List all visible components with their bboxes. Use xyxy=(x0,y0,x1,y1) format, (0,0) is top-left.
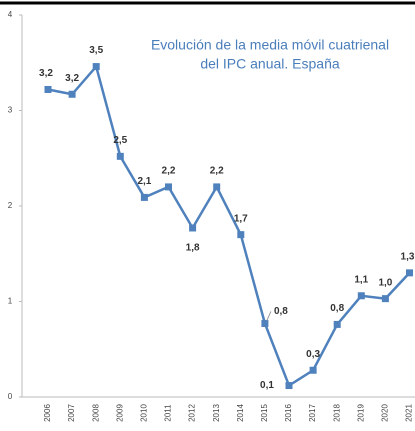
x-tick-label: 2007 xyxy=(67,404,76,422)
x-tick-label: 2009 xyxy=(115,404,124,422)
y-tick-label: 0 xyxy=(8,392,13,401)
marker xyxy=(189,224,197,232)
data-label: 2,1 xyxy=(137,176,151,187)
data-label: 0,1 xyxy=(260,380,274,391)
marker xyxy=(285,382,293,390)
x-tick-label: 2014 xyxy=(236,404,245,422)
y-tick-label: 4 xyxy=(8,10,13,19)
x-tick-label: 2013 xyxy=(212,404,221,422)
x-tick-label: 2018 xyxy=(332,404,341,422)
x-tick-label: 2012 xyxy=(188,404,197,422)
data-label: 1,3 xyxy=(401,251,415,262)
data-label: 2,2 xyxy=(162,166,176,177)
chart-title: Evolución de la media móvil cuatrienal xyxy=(151,37,389,53)
data-label: 3,2 xyxy=(65,73,79,84)
marker xyxy=(381,295,389,303)
series-line xyxy=(47,63,411,388)
x-tick-label: 2008 xyxy=(91,404,100,422)
data-label: 1,1 xyxy=(354,274,368,285)
marker xyxy=(406,269,413,277)
y-tick-label: 3 xyxy=(8,106,13,115)
marker xyxy=(165,183,172,191)
marker xyxy=(261,319,269,327)
data-label: 1,0 xyxy=(378,277,392,288)
data-label: 3,2 xyxy=(39,68,53,79)
x-tick-label: 2006 xyxy=(43,404,52,422)
x-tick-label: 2011 xyxy=(164,404,173,422)
x-tick-label: 2021 xyxy=(405,404,414,422)
x-tick-label: 2010 xyxy=(140,404,149,422)
chart-title: del IPC anual. España xyxy=(200,56,340,72)
marker xyxy=(140,193,148,201)
x-tick-label: 2015 xyxy=(260,404,269,422)
leader-line xyxy=(266,311,272,321)
marker xyxy=(116,152,124,160)
y-tick-label: 2 xyxy=(8,201,13,210)
data-label: 0,8 xyxy=(330,303,344,314)
data-label: 2,5 xyxy=(113,135,127,146)
marker xyxy=(309,366,317,374)
marker xyxy=(333,320,341,328)
marker xyxy=(44,85,52,93)
marker xyxy=(213,183,221,191)
marker xyxy=(92,63,100,71)
x-tick-label: 2020 xyxy=(381,404,390,422)
marker xyxy=(357,292,365,300)
y-tick-label: 1 xyxy=(8,297,13,306)
data-label: 3,5 xyxy=(89,45,103,56)
data-label: 2,2 xyxy=(210,166,224,177)
marker xyxy=(237,231,245,239)
x-tick-label: 2017 xyxy=(308,404,317,422)
data-label: 1,7 xyxy=(234,213,248,224)
data-label: 1,8 xyxy=(186,243,200,254)
x-tick-label: 2016 xyxy=(284,404,293,422)
x-tick-label: 2019 xyxy=(356,404,365,422)
data-label: 0,8 xyxy=(274,306,288,317)
marker xyxy=(68,90,76,98)
data-label: 0,3 xyxy=(306,349,320,360)
